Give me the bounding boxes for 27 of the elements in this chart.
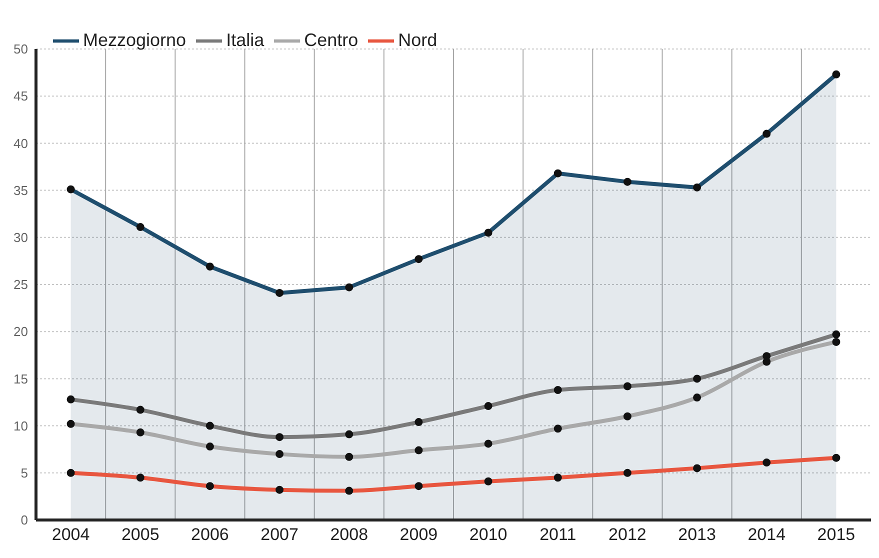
x-tick-label: 2014 (748, 525, 786, 544)
y-tick-label: 15 (14, 371, 28, 386)
y-tick-label: 20 (14, 324, 28, 340)
x-tick-label: 2011 (540, 525, 576, 544)
x-tick-label: 2008 (330, 525, 368, 544)
y-tick-label: 45 (14, 88, 28, 104)
x-tick-label: 2007 (260, 525, 298, 544)
y-tick-label: 35 (14, 182, 28, 198)
x-tick-label: 2015 (817, 525, 856, 544)
x-tick-label: 2006 (191, 525, 229, 544)
y-tick-label: 40 (14, 136, 28, 151)
y-tick-label: 50 (14, 42, 28, 57)
x-tick-label: 2004 (52, 525, 90, 544)
legend-label: Nord (398, 30, 438, 50)
legend-label: Centro (304, 30, 358, 50)
y-tick-label: 5 (20, 466, 28, 481)
y-tick-label: 10 (14, 418, 28, 434)
legend-label: Mezzogiorno (83, 30, 186, 50)
y-tick-label: 0 (20, 512, 28, 528)
x-tick-label: 2009 (400, 525, 438, 544)
y-tick-label: 30 (14, 230, 28, 246)
x-tick-label: 2013 (678, 525, 716, 544)
x-tick-label: 2005 (121, 525, 160, 544)
x-tick-label: 2012 (608, 525, 646, 544)
legend-label: Italia (226, 30, 264, 50)
y-tick-label: 25 (14, 277, 28, 292)
x-tick-label: 2010 (469, 525, 508, 544)
